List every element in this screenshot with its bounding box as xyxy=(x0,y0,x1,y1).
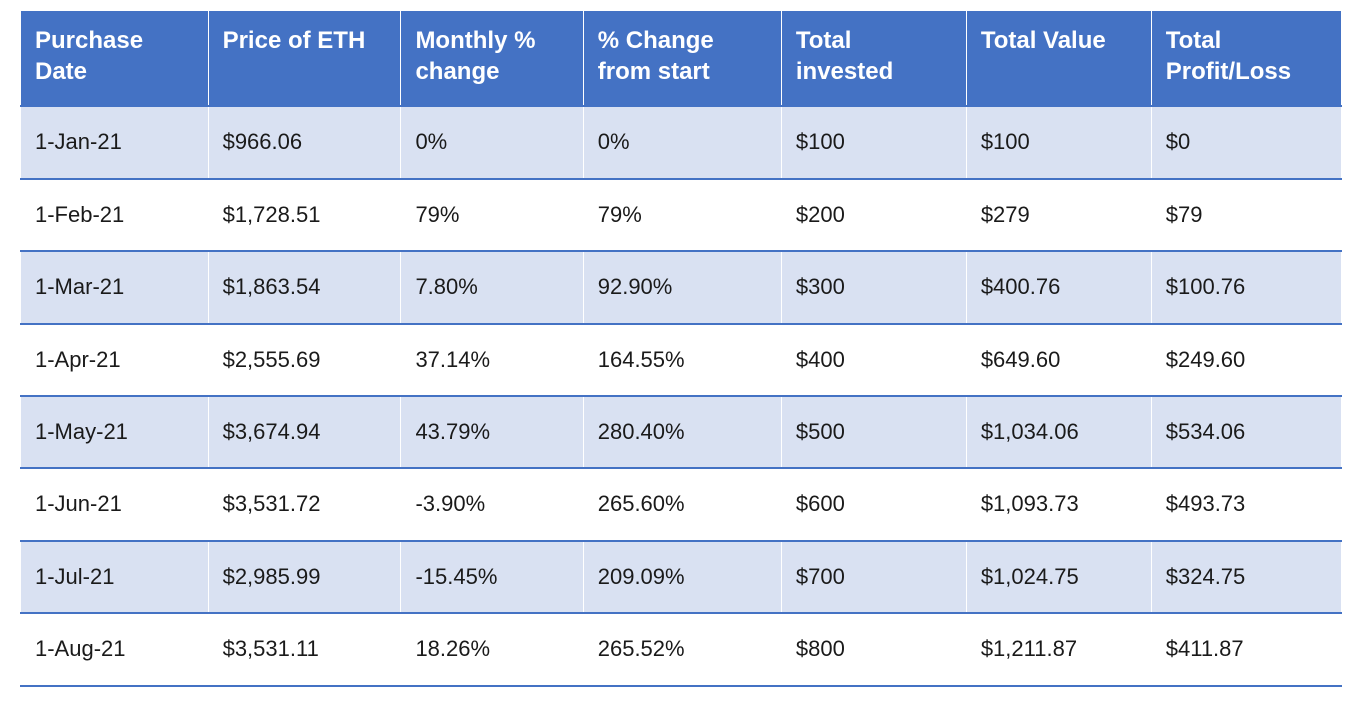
table-header-row: Purchase DatePrice of ETHMonthly % chang… xyxy=(21,11,1342,107)
table-cell: $400.76 xyxy=(966,251,1151,323)
eth-investment-table: Purchase DatePrice of ETHMonthly % chang… xyxy=(20,10,1342,687)
table-row: 1-Feb-21$1,728.5179%79%$200$279$79 xyxy=(21,179,1342,251)
table-cell: $1,024.75 xyxy=(966,541,1151,613)
table-cell: 1-Aug-21 xyxy=(21,613,209,685)
table-cell: $411.87 xyxy=(1151,613,1341,685)
table-cell: $79 xyxy=(1151,179,1341,251)
table-cell: $1,211.87 xyxy=(966,613,1151,685)
table-cell: $100 xyxy=(781,106,966,178)
table-cell: 0% xyxy=(583,106,781,178)
table-cell: $249.60 xyxy=(1151,324,1341,396)
table-cell: $3,531.11 xyxy=(208,613,401,685)
table-cell: $1,093.73 xyxy=(966,468,1151,540)
table-body: 1-Jan-21$966.060%0%$100$100$01-Feb-21$1,… xyxy=(21,106,1342,685)
table-cell: $1,863.54 xyxy=(208,251,401,323)
table-cell: $966.06 xyxy=(208,106,401,178)
table-cell: 1-Apr-21 xyxy=(21,324,209,396)
table-cell: $3,531.72 xyxy=(208,468,401,540)
table-cell: $400 xyxy=(781,324,966,396)
table-cell: $0 xyxy=(1151,106,1341,178)
table-row: 1-May-21$3,674.9443.79%280.40%$500$1,034… xyxy=(21,396,1342,468)
table-cell: $200 xyxy=(781,179,966,251)
table-cell: 1-Feb-21 xyxy=(21,179,209,251)
table-cell: $300 xyxy=(781,251,966,323)
table-cell: 209.09% xyxy=(583,541,781,613)
table-cell: 1-Jul-21 xyxy=(21,541,209,613)
table-cell: 1-Jun-21 xyxy=(21,468,209,540)
table-cell: -3.90% xyxy=(401,468,583,540)
column-header: Monthly % change xyxy=(401,11,583,107)
table-cell: $2,555.69 xyxy=(208,324,401,396)
table-cell: 43.79% xyxy=(401,396,583,468)
table-row: 1-Jul-21$2,985.99-15.45%209.09%$700$1,02… xyxy=(21,541,1342,613)
table-row: 1-Aug-21$3,531.1118.26%265.52%$800$1,211… xyxy=(21,613,1342,685)
table-cell: 1-Mar-21 xyxy=(21,251,209,323)
table-cell: 7.80% xyxy=(401,251,583,323)
table-cell: 79% xyxy=(583,179,781,251)
table-cell: 1-Jan-21 xyxy=(21,106,209,178)
table-cell: $100.76 xyxy=(1151,251,1341,323)
eth-investment-table-wrap: Purchase DatePrice of ETHMonthly % chang… xyxy=(0,0,1362,707)
table-header: Purchase DatePrice of ETHMonthly % chang… xyxy=(21,11,1342,107)
table-cell: 92.90% xyxy=(583,251,781,323)
table-cell: $2,985.99 xyxy=(208,541,401,613)
column-header: Purchase Date xyxy=(21,11,209,107)
table-row: 1-Jan-21$966.060%0%$100$100$0 xyxy=(21,106,1342,178)
table-cell: 0% xyxy=(401,106,583,178)
table-cell: $279 xyxy=(966,179,1151,251)
column-header: Total Value xyxy=(966,11,1151,107)
table-cell: 18.26% xyxy=(401,613,583,685)
table-cell: 1-May-21 xyxy=(21,396,209,468)
table-cell: 280.40% xyxy=(583,396,781,468)
table-cell: $534.06 xyxy=(1151,396,1341,468)
table-cell: $649.60 xyxy=(966,324,1151,396)
table-cell: 265.60% xyxy=(583,468,781,540)
table-cell: $324.75 xyxy=(1151,541,1341,613)
table-cell: $700 xyxy=(781,541,966,613)
table-cell: $500 xyxy=(781,396,966,468)
table-cell: $493.73 xyxy=(1151,468,1341,540)
table-row: 1-Jun-21$3,531.72-3.90%265.60%$600$1,093… xyxy=(21,468,1342,540)
table-cell: $3,674.94 xyxy=(208,396,401,468)
table-cell: 79% xyxy=(401,179,583,251)
table-cell: $600 xyxy=(781,468,966,540)
table-cell: -15.45% xyxy=(401,541,583,613)
table-row: 1-Apr-21$2,555.6937.14%164.55%$400$649.6… xyxy=(21,324,1342,396)
table-cell: $1,728.51 xyxy=(208,179,401,251)
column-header: Total invested xyxy=(781,11,966,107)
column-header: % Change from start xyxy=(583,11,781,107)
table-cell: 265.52% xyxy=(583,613,781,685)
table-cell: $800 xyxy=(781,613,966,685)
table-cell: 37.14% xyxy=(401,324,583,396)
table-row: 1-Mar-21$1,863.547.80%92.90%$300$400.76$… xyxy=(21,251,1342,323)
table-cell: 164.55% xyxy=(583,324,781,396)
table-cell: $100 xyxy=(966,106,1151,178)
column-header: Total Profit/Loss xyxy=(1151,11,1341,107)
column-header: Price of ETH xyxy=(208,11,401,107)
table-cell: $1,034.06 xyxy=(966,396,1151,468)
